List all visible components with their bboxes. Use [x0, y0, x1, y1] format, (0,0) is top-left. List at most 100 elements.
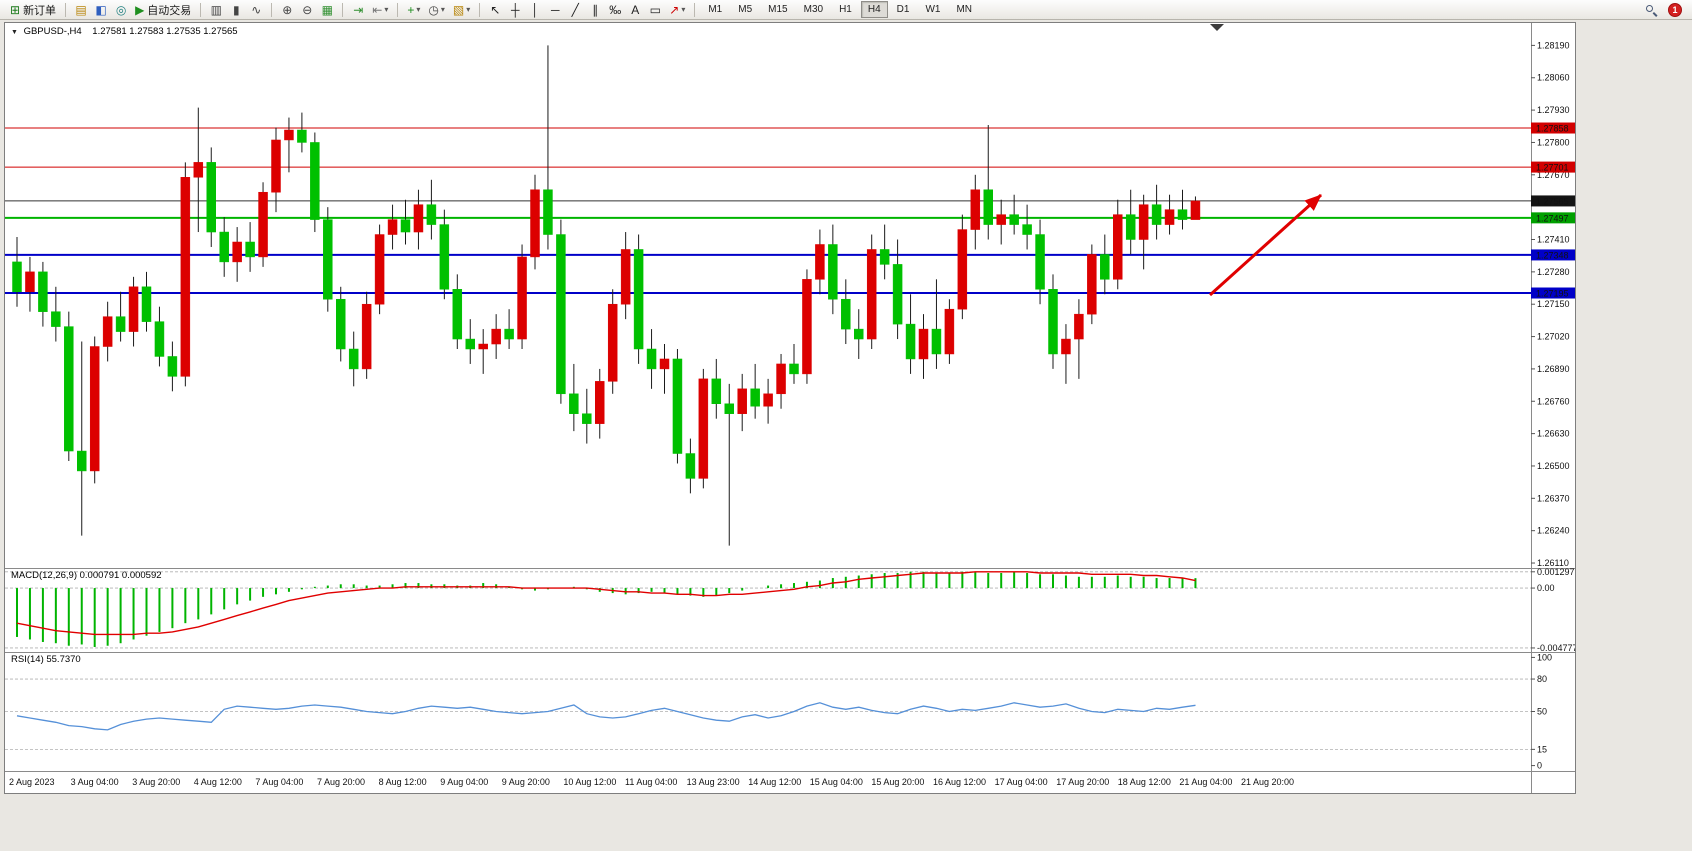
notification-badge[interactable]: 1	[1668, 2, 1682, 17]
chart-window-gbpusd: 1.28190 1.28060 1.27930 1.27800 1.27670 1.274…	[4, 22, 1576, 794]
svg-text:17 Aug 04:00: 17 Aug 04:00	[995, 777, 1048, 787]
dropdown-caret-icon[interactable]: ▾	[681, 5, 686, 14]
market-watch-button[interactable]: ▤	[72, 1, 90, 19]
current-price-line-tag	[1531, 195, 1575, 207]
channel-icon: ∥	[592, 2, 599, 17]
svg-text:1.26760: 1.26760	[1537, 396, 1570, 406]
periods-icon: ◷	[428, 2, 439, 17]
label-button[interactable]: ▭	[646, 1, 664, 19]
horizontal-line-icon: ─	[551, 2, 560, 17]
dropdown-caret-icon[interactable]: ▾	[466, 5, 471, 14]
toolbar-separator	[271, 2, 273, 17]
fibonacci-button[interactable]: ‰	[606, 1, 624, 19]
time-axis[interactable]: 2 Aug 2023 3 Aug 04:00 3 Aug 20:00 4 Aug 12…	[9, 777, 1294, 787]
zoom-in-button[interactable]: ⊕	[278, 1, 296, 19]
auto-scroll-button[interactable]: ⇥	[349, 1, 367, 19]
dropdown-caret-icon[interactable]: ▾	[384, 5, 389, 14]
timeframe-button-d1[interactable]: D1	[896, 4, 910, 15]
support-line-green-tag	[1531, 212, 1575, 224]
toolbar-separator	[65, 2, 67, 17]
svg-text:1.27195: 1.27195	[1536, 289, 1569, 299]
bar-chart-icon: ▥	[210, 2, 222, 17]
horizontal-line-button[interactable]: ─	[546, 1, 564, 19]
timeframe-button-m1[interactable]: M1	[708, 4, 723, 15]
candlestick-chart-button[interactable]: ▮	[227, 1, 245, 19]
vertical-line-icon: │	[531, 2, 540, 17]
svg-text:2 Aug 2023: 2 Aug 2023	[9, 777, 55, 787]
svg-text:1.27348: 1.27348	[1536, 250, 1569, 260]
arrows-button[interactable]: ↗ ▾	[666, 1, 688, 19]
auto-trading-button[interactable]: ▶ 自动交易	[132, 1, 194, 19]
toolbar-separator	[397, 2, 399, 17]
svg-text:21 Aug 20:00: 21 Aug 20:00	[1241, 777, 1294, 787]
svg-text:0.00: 0.00	[1537, 583, 1555, 593]
trendline-button[interactable]: ╱	[566, 1, 584, 19]
svg-text:7 Aug 20:00: 7 Aug 20:00	[317, 777, 365, 787]
timeframe-button-h1[interactable]: H1	[839, 4, 852, 15]
timeframe-button-mn[interactable]: MN	[956, 4, 973, 15]
data-window-button[interactable]: ◧	[92, 1, 110, 19]
crosshair-button[interactable]: ┼	[506, 1, 524, 19]
zoom-in-icon: ⊕	[282, 2, 293, 17]
svg-text:1.27565: 1.27565	[1536, 196, 1569, 206]
price-tags: 1.27858 1.27701 1.27565 1.27497 1.27348 1.271…	[1531, 122, 1575, 299]
timeframe-button-w1[interactable]: W1	[925, 4, 941, 15]
svg-text:1.26500: 1.26500	[1537, 461, 1570, 471]
svg-text:15 Aug 04:00: 15 Aug 04:00	[810, 777, 863, 787]
channel-button[interactable]: ∥	[586, 1, 604, 19]
svg-text:1.27670: 1.27670	[1537, 170, 1570, 180]
templates-button[interactable]: ▧ ▾	[450, 1, 473, 19]
rsi-axis[interactable]: 100 80 50 15 0	[1531, 652, 1552, 771]
timeframe-button-h4[interactable]: H4	[860, 1, 888, 18]
auto-trading-label: 自动交易	[147, 4, 192, 17]
support-line-blue-1-tag	[1531, 249, 1575, 261]
new-order-button[interactable]: ⊞ 新订单	[7, 1, 59, 19]
svg-text:11 Aug 04:00: 11 Aug 04:00	[625, 777, 677, 787]
support-line-blue-2-tag	[1531, 287, 1575, 299]
tile-windows-button[interactable]: ▦	[318, 1, 336, 19]
svg-text:1.26110: 1.26110	[1537, 558, 1569, 568]
one-click-trading-toggle[interactable]: ▼	[11, 29, 18, 36]
rsi-label: RSI(14) 55.7370	[11, 654, 81, 665]
vertical-line-button[interactable]: │	[526, 1, 544, 19]
line-chart-button[interactable]: ∿	[247, 1, 265, 19]
zoom-out-button[interactable]: ⊖	[298, 1, 316, 19]
periods-button[interactable]: ◷ ▾	[425, 1, 448, 19]
new-order-label: 新订单	[23, 4, 57, 17]
shift-marker-icon[interactable]	[1210, 24, 1224, 31]
candlesticks	[12, 45, 1201, 546]
svg-text:1.27858: 1.27858	[1536, 124, 1569, 134]
price-chart: 1.28190 1.28060 1.27930 1.27800 1.27670 1.274…	[5, 23, 1575, 793]
toolbar-right: 1	[1640, 1, 1686, 19]
market-watch-icon: ▤	[75, 2, 87, 17]
svg-text:1.26240: 1.26240	[1537, 526, 1570, 536]
svg-text:1.26630: 1.26630	[1537, 429, 1570, 439]
terminal-button[interactable]: ◎	[112, 1, 130, 19]
timeframe-button-m5[interactable]: M5	[738, 4, 753, 15]
svg-text:1.27150: 1.27150	[1537, 299, 1570, 309]
search-button[interactable]	[1641, 1, 1661, 19]
svg-text:0: 0	[1537, 761, 1542, 771]
indicators-button[interactable]: + ▾	[404, 1, 423, 19]
svg-text:18 Aug 12:00: 18 Aug 12:00	[1118, 777, 1171, 787]
macd-axis[interactable]: 0.001297 0.00 -0.004777	[1531, 567, 1575, 653]
timeframe-button-m15[interactable]: M15	[768, 4, 788, 15]
svg-text:3 Aug 20:00: 3 Aug 20:00	[132, 777, 180, 787]
cursor-button[interactable]: ↖	[486, 1, 504, 19]
svg-text:1.26890: 1.26890	[1537, 364, 1570, 374]
svg-text:50: 50	[1537, 707, 1547, 717]
price-axis[interactable]: 1.28190 1.28060 1.27930 1.27800 1.27670 1.274…	[1531, 40, 1570, 568]
svg-text:0.001297: 0.001297	[1537, 567, 1575, 577]
svg-text:9 Aug 20:00: 9 Aug 20:00	[502, 777, 550, 787]
auto-trading-icon: ▶	[135, 2, 145, 17]
svg-text:4 Aug 12:00: 4 Aug 12:00	[194, 777, 242, 787]
bar-chart-button[interactable]: ▥	[207, 1, 225, 19]
text-button[interactable]: A	[626, 1, 644, 19]
macd-label: MACD(12,26,9) 0.000791 0.000592	[11, 570, 162, 581]
shift-chart-button[interactable]: ⇤ ▾	[369, 1, 391, 19]
trend-arrow[interactable]	[1208, 193, 1323, 297]
dropdown-caret-icon[interactable]: ▾	[440, 5, 445, 14]
dropdown-caret-icon[interactable]: ▾	[416, 5, 421, 14]
timeframe-button-m30[interactable]: M30	[803, 4, 824, 15]
zoom-out-icon: ⊖	[302, 2, 313, 17]
